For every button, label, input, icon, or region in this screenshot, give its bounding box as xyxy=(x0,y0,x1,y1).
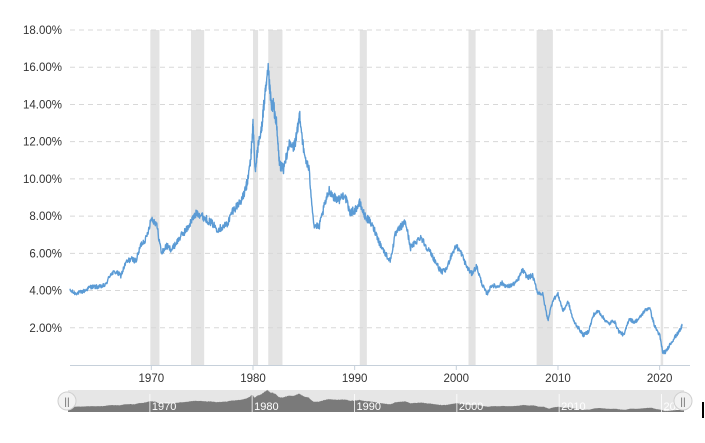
recession-bands xyxy=(150,30,664,365)
navigator-tick-label: 2010 xyxy=(561,401,585,413)
x-tick-label: 2020 xyxy=(647,373,673,385)
recession-band-5 xyxy=(468,30,476,365)
series-group xyxy=(69,62,683,355)
y-axis-ticks: 2.00% 4.00% 6.00% 8.00% 10.00% 12.00% 14.00% 16… xyxy=(23,25,62,335)
recession-band-0 xyxy=(150,30,160,365)
navigator-handle-right-grip-icon[interactable]: || xyxy=(680,397,685,408)
navigator-handle-right[interactable]: || xyxy=(673,391,693,411)
x-axis-ticks: 1970 1980 1990 2000 2010 2020 xyxy=(139,365,673,385)
x-tick-label: 1980 xyxy=(240,373,266,385)
navigator-series-area xyxy=(68,389,684,412)
y-tick-label: 4.00% xyxy=(29,286,62,298)
y-tick-label: 6.00% xyxy=(29,248,62,260)
navigator-handle-left-bg[interactable] xyxy=(57,391,77,411)
series-line xyxy=(69,62,683,355)
y-tick-label: 16.00% xyxy=(23,62,62,74)
text-cursor-icon xyxy=(702,402,704,418)
recession-band-4 xyxy=(359,30,367,365)
x-tick-label: 2010 xyxy=(545,373,571,385)
y-tick-label: 8.00% xyxy=(29,211,62,223)
y-tick-label: 18.00% xyxy=(23,25,62,37)
y-tick-label: 14.00% xyxy=(23,99,62,111)
y-tick-label: 10.00% xyxy=(23,174,62,186)
navigator-tick-label: 1990 xyxy=(357,401,381,413)
navigator-tick-label: 1980 xyxy=(254,401,278,413)
y-tick-label: 2.00% xyxy=(29,323,62,335)
navigator-tick-label: 2000 xyxy=(459,401,483,413)
recession-band-6 xyxy=(536,30,553,365)
x-tick-label: 2000 xyxy=(444,373,470,385)
x-tick-label: 1970 xyxy=(139,373,165,385)
navigator-handle-left-grip-icon[interactable]: || xyxy=(64,397,69,408)
recession-band-1 xyxy=(190,30,205,365)
recession-band-2 xyxy=(252,30,259,365)
navigator-handle-right-bg[interactable] xyxy=(673,391,693,411)
navigator-tick-label: 1970 xyxy=(152,401,176,413)
recession-band-7 xyxy=(660,30,664,365)
y-tick-label: 12.00% xyxy=(23,137,62,149)
recession-band-3 xyxy=(268,30,283,365)
x-tick-label: 1990 xyxy=(342,373,368,385)
navigator-handle-left[interactable]: || xyxy=(57,391,77,411)
y-gridlines xyxy=(70,29,690,329)
